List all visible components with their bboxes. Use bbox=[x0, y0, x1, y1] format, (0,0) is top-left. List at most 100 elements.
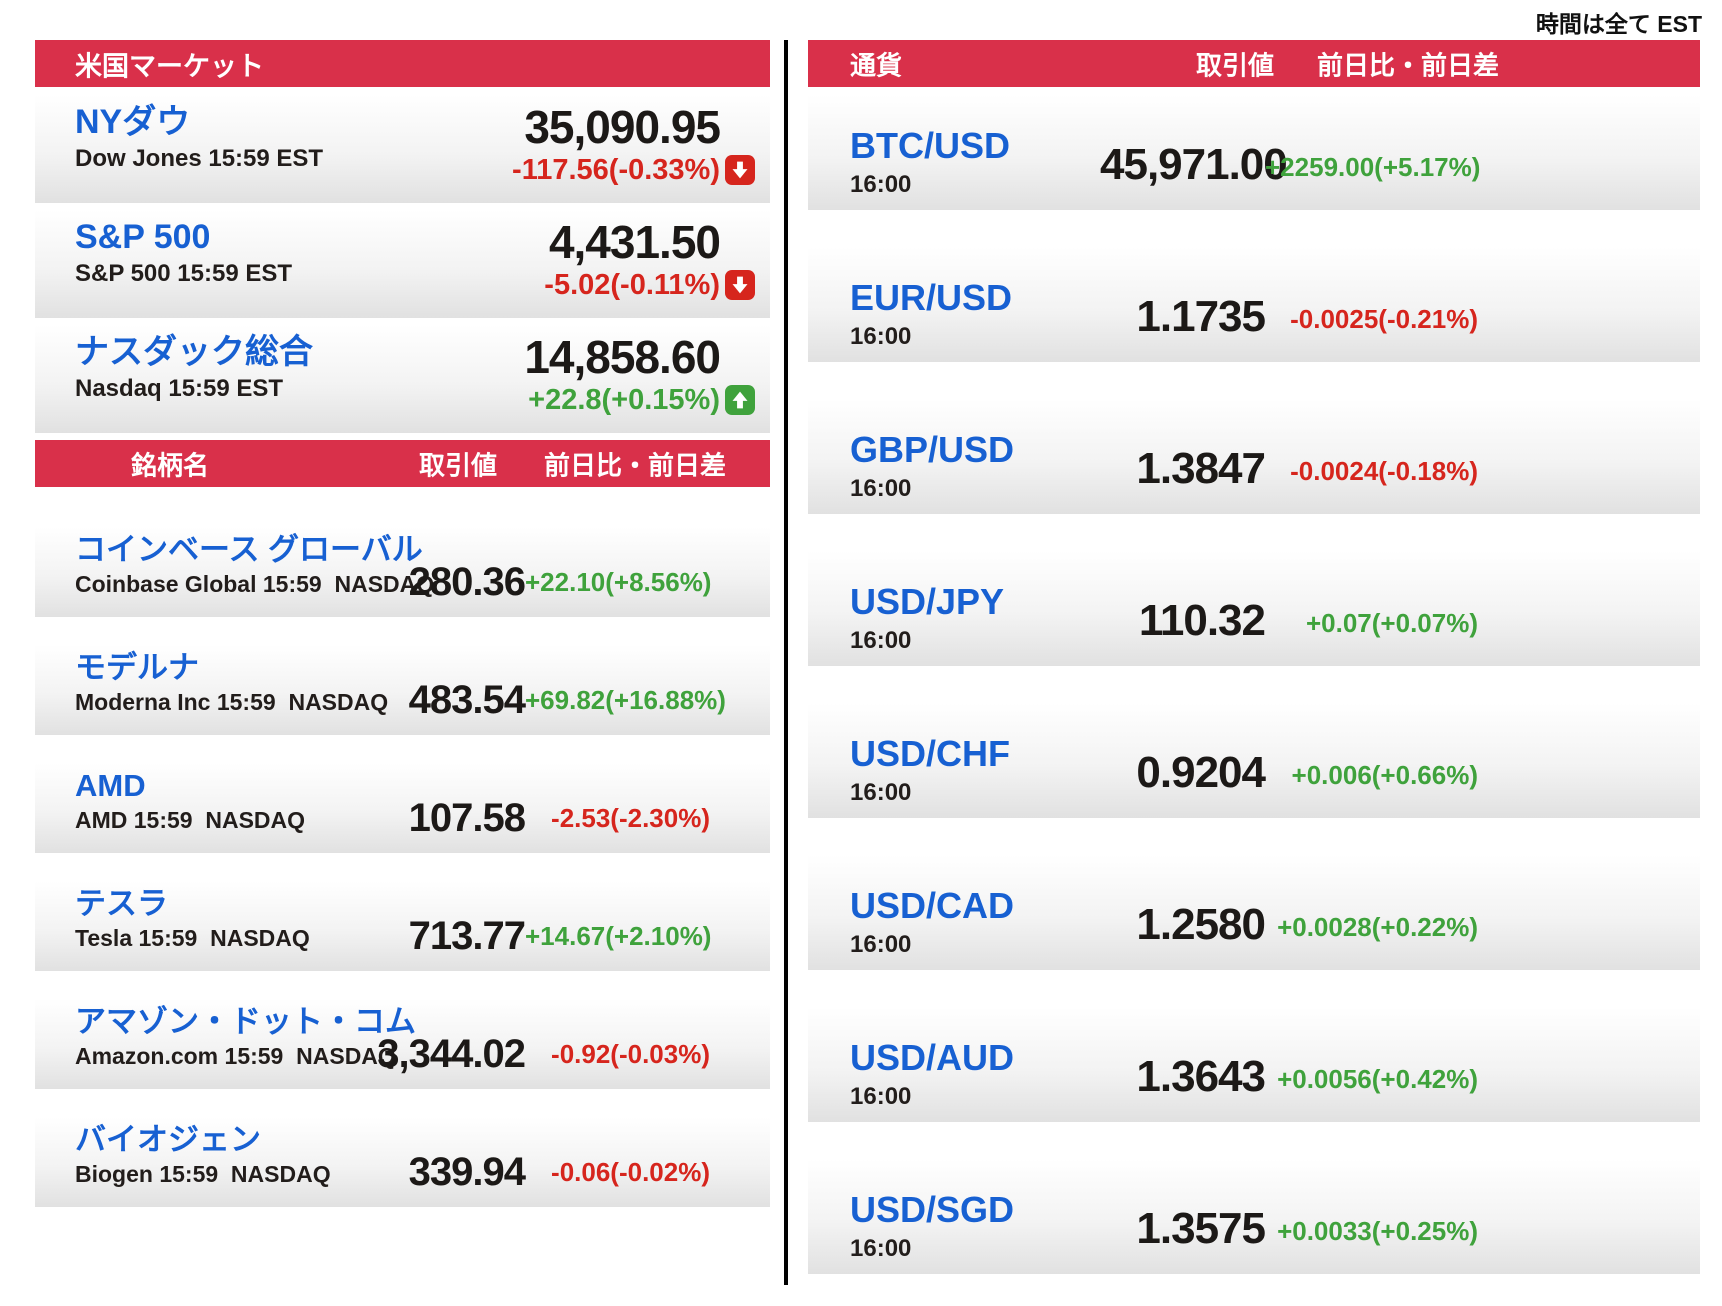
currency-name-block: USD/SGD 16:00 bbox=[850, 1159, 1100, 1264]
stock-price: 713.77 bbox=[408, 914, 526, 958]
currency-name-block: BTC/USD 16:00 bbox=[850, 95, 1100, 200]
index-name-block: NYダウ Dow Jones 15:59 EST bbox=[75, 101, 323, 203]
stock-change: -0.92(-0.03%) bbox=[551, 1039, 710, 1069]
currency-pair-link[interactable]: USD/AUD bbox=[850, 1037, 1015, 1078]
index-change-line: -117.56(-0.33%) bbox=[512, 153, 755, 187]
stocks-header-bar: 銘柄名 取引値 前日比・前日差 bbox=[35, 440, 770, 487]
currency-row: USD/SGD 16:00 1.3575 +0.0033(+0.25%) bbox=[808, 1159, 1700, 1274]
stock-detail: Moderna Inc 15:59 NASDAQ bbox=[75, 689, 389, 715]
currency-list: BTC/USD 16:00 45,971.00 +2259.00(+5.17%)… bbox=[808, 95, 1700, 1274]
currency-pair-link[interactable]: USD/SGD bbox=[850, 1189, 1015, 1230]
stock-name-link[interactable]: AMD bbox=[75, 768, 146, 803]
stock-name-block: テスラ Tesla 15:59 NASDAQ bbox=[75, 881, 375, 953]
stock-change: -0.06(-0.02%) bbox=[551, 1157, 710, 1187]
stock-name-block: AMD AMD 15:59 NASDAQ bbox=[75, 763, 375, 835]
currency-time: 16:00 bbox=[850, 1235, 912, 1262]
index-list: NYダウ Dow Jones 15:59 EST 35,090.95 -117.… bbox=[35, 95, 770, 433]
currencies-column: 通貨 取引値 前日比・前日差 BTC/USD 16:00 45,971.00 +… bbox=[808, 40, 1700, 1306]
stock-detail: Amazon.com 15:59 NASDAQ bbox=[75, 1043, 396, 1069]
stock-name-link[interactable]: モデルナ bbox=[75, 650, 199, 685]
stock-detail: AMD 15:59 NASDAQ bbox=[75, 807, 306, 833]
currency-value: 1.1735 bbox=[1136, 292, 1266, 341]
stocks-header-price: 取引値 bbox=[418, 450, 498, 480]
currency-value: 1.3575 bbox=[1136, 1204, 1266, 1253]
currency-time: 16:00 bbox=[850, 323, 912, 350]
index-detail: Dow Jones 15:59 EST bbox=[75, 145, 324, 172]
stock-change: +14.67(+2.10%) bbox=[525, 921, 712, 951]
currencies-header-name: 通貨 bbox=[850, 50, 903, 80]
index-name-link[interactable]: S&P 500 bbox=[75, 218, 211, 256]
stock-name-link[interactable]: アマゾン・ドット・コム bbox=[75, 1004, 416, 1039]
column-divider bbox=[784, 40, 788, 1285]
index-change-line: +22.8(+0.15%) bbox=[528, 383, 755, 417]
stock-price: 339.94 bbox=[408, 1150, 526, 1194]
index-name-link[interactable]: ナスダック総合 bbox=[75, 333, 313, 371]
index-change-line: -5.02(-0.11%) bbox=[544, 268, 755, 302]
us-market-title: 米国マーケット bbox=[75, 51, 264, 81]
stock-row: コインベース グローバル Coinbase Global 15:59 NASDA… bbox=[35, 527, 770, 617]
stock-row: テスラ Tesla 15:59 NASDAQ 713.77 +14.67(+2.… bbox=[35, 881, 770, 971]
currency-time: 16:00 bbox=[850, 171, 912, 198]
currency-time: 16:00 bbox=[850, 931, 912, 958]
currency-row: USD/JPY 16:00 110.32 +0.07(+0.07%) bbox=[808, 551, 1700, 666]
currency-name-block: USD/AUD 16:00 bbox=[850, 1007, 1100, 1112]
currency-name-block: USD/JPY 16:00 bbox=[850, 551, 1100, 656]
stock-row: アマゾン・ドット・コム Amazon.com 15:59 NASDAQ 3,34… bbox=[35, 999, 770, 1089]
currency-time: 16:00 bbox=[850, 779, 912, 806]
currency-time: 16:00 bbox=[850, 627, 912, 654]
index-name-block: ナスダック総合 Nasdaq 15:59 EST bbox=[75, 331, 313, 433]
index-change: +22.8(+0.15%) bbox=[528, 384, 720, 416]
index-value-block: 35,090.95 -117.56(-0.33%) bbox=[512, 101, 755, 203]
stock-price: 3,344.02 bbox=[377, 1032, 526, 1076]
stock-price: 280.36 bbox=[408, 560, 526, 604]
currency-value: 1.3643 bbox=[1136, 1052, 1266, 1101]
currency-time: 16:00 bbox=[850, 475, 912, 502]
timezone-note: 時間は全て EST bbox=[1535, 11, 1702, 37]
index-value-block: 14,858.60 +22.8(+0.15%) bbox=[524, 331, 755, 433]
index-value: 4,431.50 bbox=[548, 216, 721, 268]
currency-row: USD/CHF 16:00 0.9204 +0.006(+0.66%) bbox=[808, 703, 1700, 818]
stock-name-link[interactable]: コインベース グローバル bbox=[75, 532, 423, 567]
index-detail: Nasdaq 15:59 EST bbox=[75, 375, 284, 402]
index-value: 14,858.60 bbox=[524, 331, 721, 383]
currency-change: -0.0024(-0.18%) bbox=[1290, 456, 1478, 486]
index-name-block: S&P 500 S&P 500 15:59 EST bbox=[75, 216, 292, 318]
currencies-header-change: 前日比・前日差 bbox=[1316, 50, 1500, 80]
currency-change: +0.006(+0.66%) bbox=[1291, 760, 1478, 790]
index-change: -117.56(-0.33%) bbox=[512, 154, 720, 186]
currency-change: +0.0056(+0.42%) bbox=[1277, 1064, 1478, 1094]
currency-pair-link[interactable]: BTC/USD bbox=[850, 125, 1010, 166]
stock-detail: Coinbase Global 15:59 NASDAQ bbox=[75, 571, 435, 597]
currency-change: +2259.00(+5.17%) bbox=[1265, 152, 1481, 182]
up-arrow-icon bbox=[725, 385, 755, 415]
stock-row: バイオジェン Biogen 15:59 NASDAQ 339.94 -0.06(… bbox=[35, 1117, 770, 1207]
index-value: 35,090.95 bbox=[524, 101, 721, 153]
currency-pair-link[interactable]: USD/CAD bbox=[850, 885, 1015, 926]
currency-pair-link[interactable]: GBP/USD bbox=[850, 429, 1015, 470]
currency-pair-link[interactable]: EUR/USD bbox=[850, 277, 1013, 318]
currency-row: GBP/USD 16:00 1.3847 -0.0024(-0.18%) bbox=[808, 399, 1700, 514]
currency-row: USD/AUD 16:00 1.3643 +0.0056(+0.42%) bbox=[808, 1007, 1700, 1122]
stock-name-link[interactable]: テスラ bbox=[75, 886, 168, 921]
down-arrow-icon bbox=[725, 270, 755, 300]
stock-price: 483.54 bbox=[408, 678, 526, 722]
index-row: NYダウ Dow Jones 15:59 EST 35,090.95 -117.… bbox=[35, 95, 770, 203]
currencies-header-bar: 通貨 取引値 前日比・前日差 bbox=[808, 40, 1700, 87]
stock-name-block: バイオジェン Biogen 15:59 NASDAQ bbox=[75, 1117, 375, 1189]
currency-change: +0.0033(+0.25%) bbox=[1277, 1216, 1478, 1246]
currency-value: 0.9204 bbox=[1136, 748, 1266, 797]
currency-row: USD/CAD 16:00 1.2580 +0.0028(+0.22%) bbox=[808, 855, 1700, 970]
index-name-link[interactable]: NYダウ bbox=[75, 103, 191, 141]
us-market-column: 米国マーケット NYダウ Dow Jones 15:59 EST 35,090.… bbox=[35, 40, 770, 1235]
currency-pair-link[interactable]: USD/CHF bbox=[850, 733, 1010, 774]
currency-row: EUR/USD 16:00 1.1735 -0.0025(-0.21%) bbox=[808, 247, 1700, 362]
stocks-header-change: 前日比・前日差 bbox=[543, 450, 727, 480]
currency-value: 1.3847 bbox=[1136, 444, 1266, 493]
currency-name-block: EUR/USD 16:00 bbox=[850, 247, 1100, 352]
currency-pair-link[interactable]: USD/JPY bbox=[850, 581, 1005, 622]
stock-name-link[interactable]: バイオジェン bbox=[75, 1122, 261, 1157]
index-row: ナスダック総合 Nasdaq 15:59 EST 14,858.60 +22.8… bbox=[35, 325, 770, 433]
down-arrow-icon bbox=[725, 155, 755, 185]
currency-value: 45,971.00 bbox=[1100, 140, 1288, 189]
stock-price: 107.58 bbox=[408, 796, 526, 840]
